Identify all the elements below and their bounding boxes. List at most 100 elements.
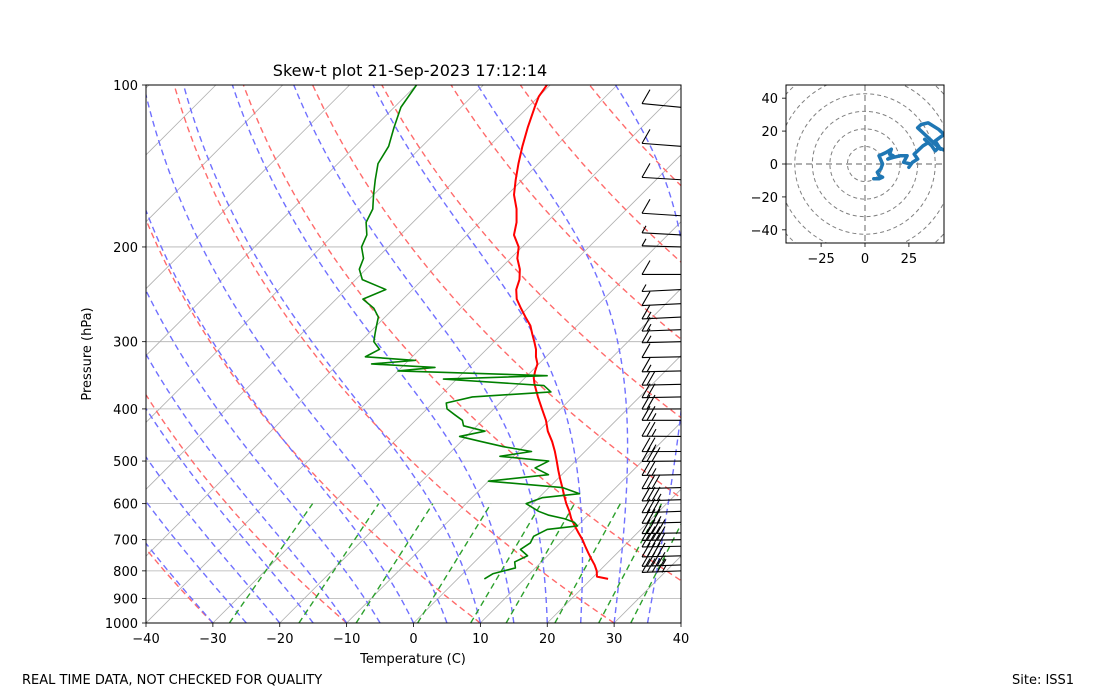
moist-adiabat: [372, 85, 584, 623]
hodograph-y-ticks: 40 20 0 −20 −40: [751, 92, 786, 239]
y-tick-label: 100: [113, 79, 138, 94]
wind-barb: [641, 129, 682, 147]
wind-barb: [641, 558, 682, 574]
isotherm-gridline: [146, 85, 350, 290]
isotherm-gridline: [279, 221, 681, 623]
y-tick-label: 200: [113, 241, 138, 256]
x-tick-label: −20: [266, 632, 293, 647]
wind-barb: [641, 486, 682, 502]
wind-barb: [641, 328, 682, 344]
temperature-profile: [512, 85, 609, 580]
moist-adiabat: [146, 208, 415, 623]
hodo-y-tick-label: 40: [761, 92, 778, 107]
mixing-ratio-line: [505, 503, 576, 623]
wind-barb: [641, 284, 682, 293]
hodo-x-tick-label: 25: [901, 252, 918, 267]
hodograph-trace: [872, 121, 944, 181]
wind-barb: [641, 238, 682, 248]
isotherm-gridline: [146, 85, 484, 423]
wind-barb: [641, 532, 682, 548]
wind-barb: [641, 260, 681, 276]
wind-barb: [641, 343, 682, 359]
hodograph-x-ticks: −25 0 25: [807, 243, 917, 267]
isotherm-gridline: [146, 85, 618, 557]
mixing-ratio-line: [228, 503, 314, 623]
hodo-x-tick-label: −25: [807, 252, 834, 267]
x-tick-label: 20: [539, 632, 556, 647]
isotherm-gridline: [146, 87, 681, 623]
isotherm-gridline: [613, 555, 681, 623]
hodograph-rings: [786, 85, 944, 243]
y-tick-label: 1000: [105, 617, 138, 632]
moist-adiabat: [146, 500, 247, 623]
skewt-y-ticks: 1000 900 800 700 600 500 400 300 200 100: [105, 79, 146, 632]
x-tick-label: 10: [472, 632, 489, 647]
mixing-ratio-line: [554, 503, 621, 623]
wind-barb: [641, 291, 682, 307]
isotherm-gridline: [0, 85, 82, 623]
hodo-y-tick-label: −40: [751, 224, 778, 239]
isotherm-gridline: [146, 85, 551, 490]
hodo-y-tick-label: −20: [751, 191, 778, 206]
moist-adiabat: [293, 85, 548, 623]
x-tick-label: 0: [409, 632, 417, 647]
y-tick-label: 500: [113, 455, 138, 470]
x-tick-label: 40: [673, 632, 690, 647]
moist-adiabat: [680, 619, 681, 623]
wind-barb: [641, 552, 682, 567]
wind-barb: [641, 357, 682, 373]
skewt-xlabel: Temperature (C): [359, 652, 466, 667]
wind-barb: [641, 421, 682, 437]
dry-adiabat: [381, 85, 681, 419]
moist-adiabat: [231, 85, 515, 623]
skewt-background-lines: [0, 85, 1100, 623]
quality-note: REAL TIME DATA, NOT CHECKED FOR QUALITY: [22, 673, 323, 688]
wind-barb: [641, 406, 681, 421]
x-tick-label: −10: [333, 632, 360, 647]
wind-barb: [641, 198, 682, 217]
mixing-ratio-line: [417, 503, 492, 623]
mixing-ratio-line: [470, 503, 542, 623]
dry-adiabat: [173, 85, 615, 623]
moist-adiabat: [146, 455, 281, 623]
skewt-axes: −40 −30 −20 −10 0 10 20 30 40 100090080070060050…: [0, 61, 1100, 667]
moist-adiabat: [146, 91, 448, 623]
site-label: Site: ISS1: [1012, 673, 1075, 688]
y-tick-label: 600: [113, 498, 138, 513]
hodo-y-tick-label: 20: [761, 125, 778, 140]
moist-adiabat: [477, 85, 629, 623]
dry-adiabat: [146, 393, 348, 623]
isotherm-gridline: [146, 85, 284, 223]
hodograph-axes: −25 0 25 40 20 0 −20 −40: [751, 84, 945, 267]
isotherm-gridline: [413, 354, 681, 623]
x-tick-label: −40: [132, 632, 159, 647]
moist-adiabat: [182, 85, 482, 623]
isotherm-gridline: [0, 85, 15, 623]
dry-adiabat: [146, 217, 481, 623]
dry-adiabat: [588, 85, 681, 187]
moist-adiabat: [146, 407, 314, 623]
y-tick-label: 400: [113, 403, 138, 418]
skewt-title: Skew-t plot 21-Sep-2023 17:12:14: [273, 61, 547, 80]
isotherm-gridline: [346, 288, 681, 623]
y-tick-label: 900: [113, 592, 138, 607]
mixing-ratio-line: [298, 503, 380, 623]
y-tick-label: 700: [113, 534, 138, 549]
hodograph-series: [872, 121, 944, 181]
wind-barb: [641, 461, 682, 476]
skewt-ylabel: Pressure (hPa): [80, 307, 95, 400]
dry-adiabat: [311, 85, 681, 499]
skewt-x-ticks: −40 −30 −20 −10 0 10 20 30 40: [132, 623, 689, 647]
wind-barbs: [641, 89, 682, 574]
isotherm-gridline: [146, 85, 417, 357]
isotherm-gridline: [146, 85, 217, 156]
moist-adiabat: [614, 85, 681, 623]
wind-barb: [641, 474, 682, 490]
isotherm-gridline: [748, 85, 1100, 623]
dewpoint-profile: [358, 85, 581, 580]
y-tick-label: 800: [113, 565, 138, 580]
wind-barb: [641, 370, 682, 386]
mixing-ratio-line: [630, 522, 681, 623]
moist-adiabat: [146, 352, 348, 623]
